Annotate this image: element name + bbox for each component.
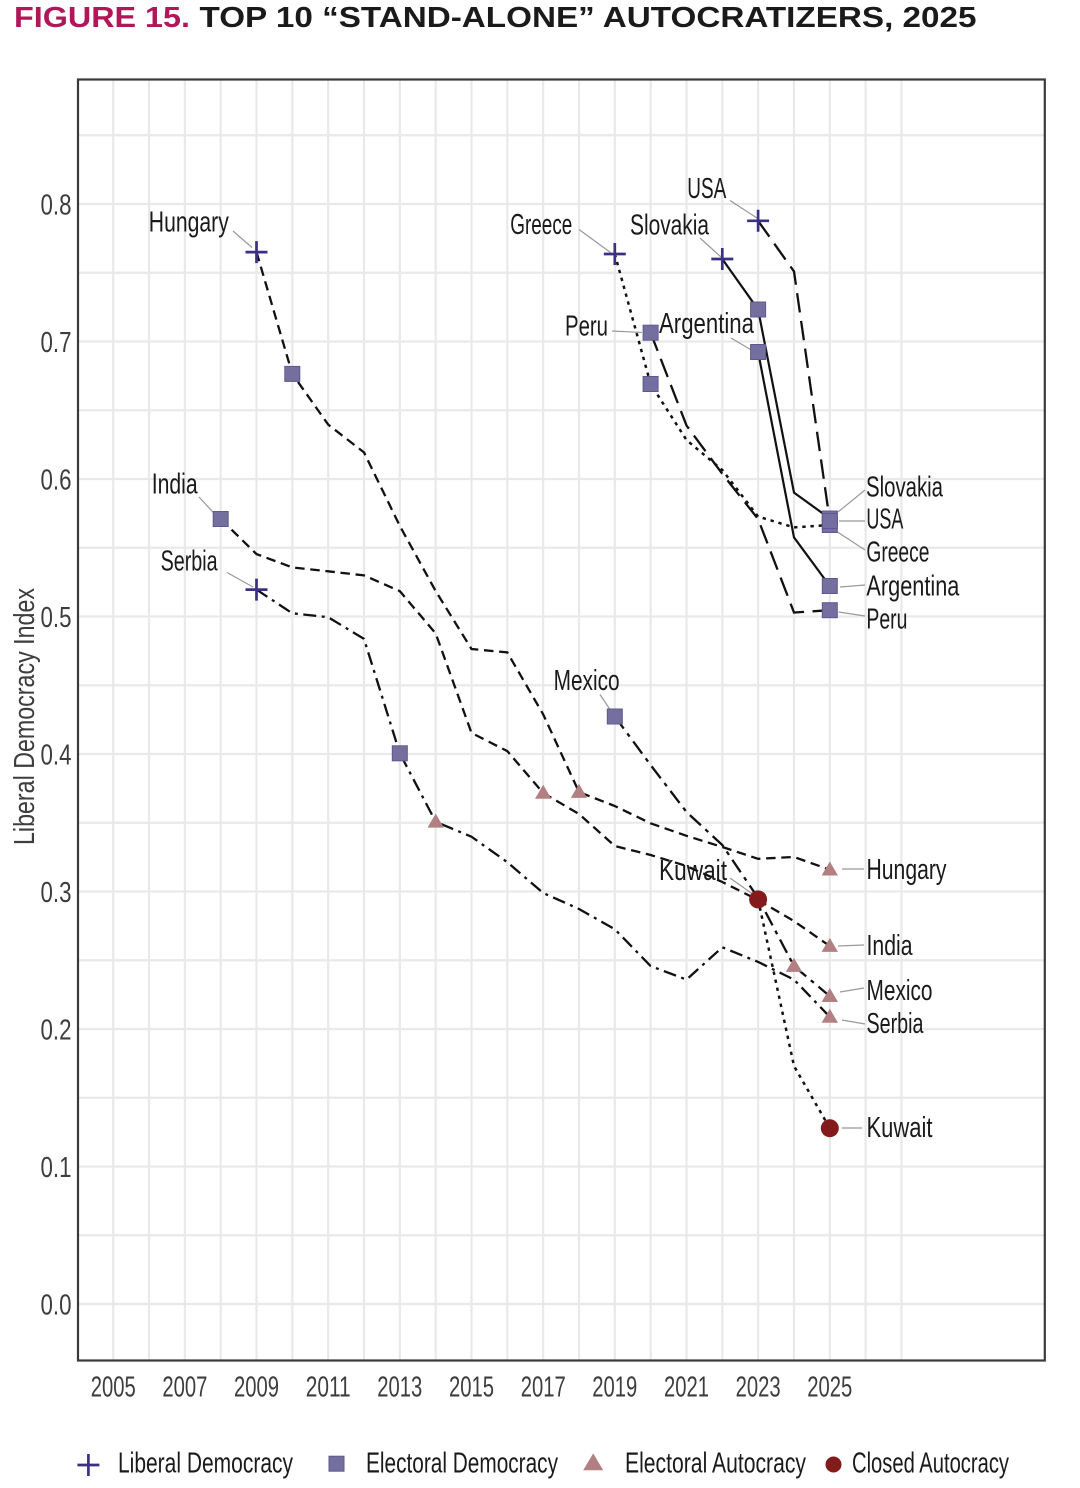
- svg-text:0.3: 0.3: [41, 877, 72, 909]
- svg-text:Slovakia: Slovakia: [866, 471, 944, 503]
- svg-text:Liberal Democracy: Liberal Democracy: [118, 1447, 293, 1479]
- svg-text:0.0: 0.0: [41, 1289, 72, 1321]
- svg-text:2011: 2011: [306, 1372, 351, 1404]
- svg-text:Argentina: Argentina: [866, 571, 960, 603]
- svg-text:0.5: 0.5: [41, 602, 72, 634]
- svg-text:2025: 2025: [807, 1372, 852, 1404]
- svg-text:Peru: Peru: [565, 311, 608, 343]
- svg-text:Hungary: Hungary: [149, 207, 229, 239]
- svg-text:Serbia: Serbia: [867, 1008, 925, 1040]
- svg-text:Mexico: Mexico: [867, 975, 933, 1007]
- svg-text:0.7: 0.7: [41, 327, 72, 359]
- svg-text:2005: 2005: [91, 1372, 136, 1404]
- svg-text:Greece: Greece: [866, 536, 929, 568]
- svg-text:Argentina: Argentina: [659, 308, 755, 340]
- svg-text:2023: 2023: [736, 1372, 781, 1404]
- svg-text:2007: 2007: [162, 1372, 207, 1404]
- svg-text:Electoral Democracy: Electoral Democracy: [366, 1447, 558, 1479]
- svg-text:Kuwait: Kuwait: [659, 855, 727, 887]
- svg-text:India: India: [867, 930, 914, 962]
- svg-text:0.2: 0.2: [41, 1014, 72, 1046]
- svg-text:USA: USA: [687, 173, 726, 205]
- svg-text:0.1: 0.1: [41, 1152, 72, 1184]
- svg-text:Serbia: Serbia: [161, 546, 219, 578]
- svg-text:USA: USA: [866, 504, 903, 536]
- svg-text:0.4: 0.4: [41, 739, 72, 771]
- svg-text:2013: 2013: [377, 1372, 422, 1404]
- svg-text:India: India: [152, 468, 199, 500]
- svg-text:Liberal Democracy Index: Liberal Democracy Index: [9, 588, 41, 845]
- svg-text:Hungary: Hungary: [867, 854, 947, 886]
- svg-text:Electoral Autocracy: Electoral Autocracy: [625, 1447, 806, 1479]
- svg-text:0.8: 0.8: [41, 189, 72, 221]
- svg-text:Peru: Peru: [866, 604, 907, 636]
- svg-text:Kuwait: Kuwait: [867, 1112, 933, 1144]
- svg-text:Greece: Greece: [510, 209, 572, 241]
- svg-text:2017: 2017: [521, 1372, 566, 1404]
- svg-text:Slovakia: Slovakia: [630, 209, 710, 241]
- svg-text:2015: 2015: [449, 1372, 494, 1404]
- svg-text:0.6: 0.6: [41, 464, 72, 496]
- svg-text:TOP 10 “STAND-ALONE” AUTOCRATI: TOP 10 “STAND-ALONE” AUTOCRATIZERS, 2025: [200, 2, 977, 34]
- svg-text:2019: 2019: [592, 1372, 637, 1404]
- svg-text:2009: 2009: [234, 1372, 279, 1404]
- svg-text:2021: 2021: [664, 1372, 709, 1404]
- svg-text:FIGURE 15.: FIGURE 15.: [14, 2, 190, 34]
- svg-text:Mexico: Mexico: [554, 665, 620, 697]
- svg-text:Closed Autocracy: Closed Autocracy: [852, 1447, 1009, 1479]
